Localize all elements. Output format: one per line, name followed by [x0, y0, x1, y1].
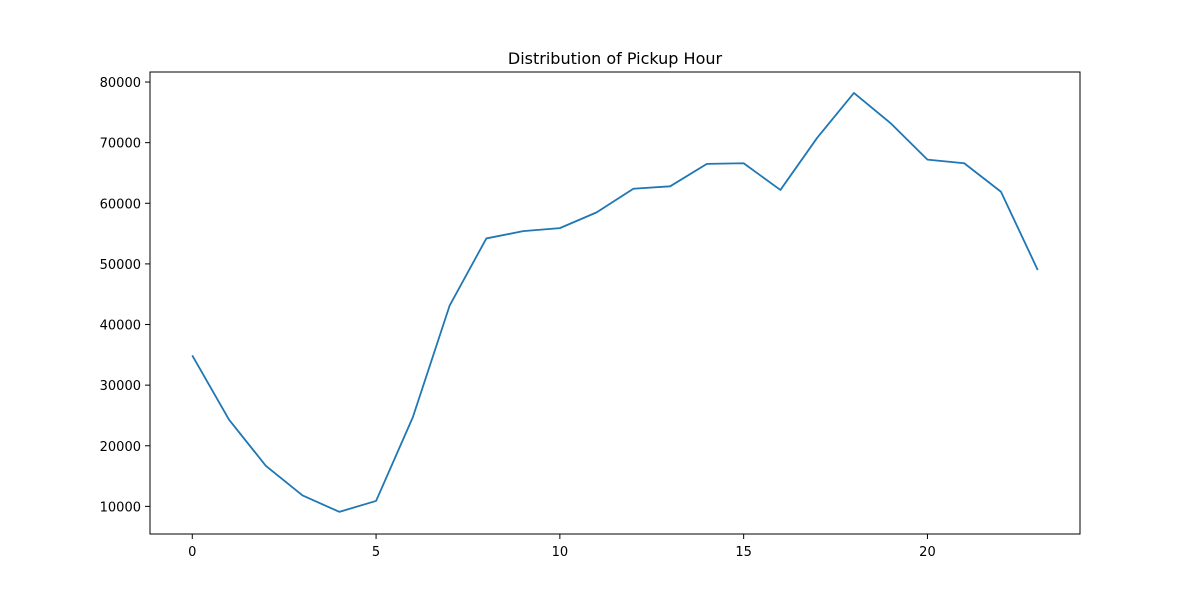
- y-tick-label: 20000: [100, 440, 141, 455]
- y-tick-label: 60000: [100, 197, 141, 212]
- y-axis: 10000 20000 30000 40000 50000 60000 70000 80000: [100, 76, 150, 515]
- chart-title: Distribution of Pickup Hour: [508, 49, 723, 68]
- y-tick-label: 40000: [100, 319, 141, 334]
- x-tick-label: 10: [552, 545, 569, 560]
- x-tick-label: 0: [188, 545, 196, 560]
- x-axis: 0 5 10 15 20: [188, 534, 936, 560]
- plot-frame: [149, 71, 1081, 535]
- y-tick-label: 50000: [100, 258, 141, 273]
- series-layer: [191, 92, 1039, 513]
- series-line: [191, 92, 1039, 513]
- x-tick-label: 15: [735, 545, 752, 560]
- y-tick-label: 30000: [100, 379, 141, 394]
- x-tick-label: 5: [372, 545, 380, 560]
- y-tick-label: 70000: [100, 137, 141, 152]
- y-tick-label: 80000: [100, 76, 141, 91]
- x-tick-label: 20: [919, 545, 936, 560]
- y-tick-label: 10000: [100, 500, 141, 515]
